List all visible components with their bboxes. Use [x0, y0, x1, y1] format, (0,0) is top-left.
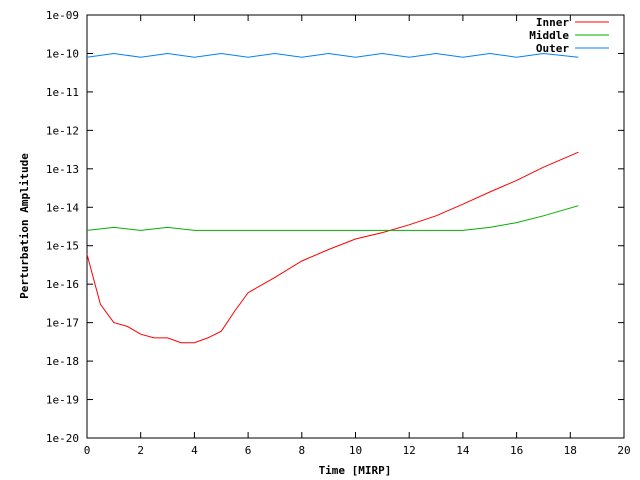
x-tick-label: 14 — [456, 444, 470, 457]
y-tick-label: 1e-18 — [46, 355, 79, 368]
legend-label-outer: Outer — [536, 42, 569, 55]
x-tick-label: 4 — [191, 444, 198, 457]
y-tick-label: 1e-15 — [46, 240, 79, 253]
y-axis-label: Perturbation Amplitude — [18, 153, 31, 299]
y-tick-label: 1e-12 — [46, 124, 79, 137]
series-layer — [86, 52, 579, 344]
plot-frame — [86, 14, 625, 439]
y-tick-label: 1e-20 — [46, 432, 79, 445]
x-tick-label: 10 — [349, 444, 362, 457]
x-tick-label: 12 — [403, 444, 416, 457]
x-tick-label: 16 — [510, 444, 523, 457]
y-tick-label: 1e-10 — [46, 47, 79, 60]
legend-label-inner: Inner — [536, 16, 569, 29]
y-tick-label: 1e-17 — [46, 317, 79, 330]
y-tick-label: 1e-11 — [46, 86, 79, 99]
series-line-inner — [86, 151, 579, 344]
series-line-outer — [86, 52, 579, 58]
x-tick-label: 0 — [84, 444, 91, 457]
legend-label-middle: Middle — [529, 29, 569, 42]
x-tick-label: 2 — [137, 444, 144, 457]
y-tick-label: 1e-19 — [46, 394, 79, 407]
series-line-middle — [86, 205, 579, 231]
ticks: 0 2 4 6 8 10 12 14 16 18 20 1e-20 1e-19 1e-18 1e-17 1e-… — [46, 9, 631, 457]
y-tick-label: 1e-13 — [46, 163, 79, 176]
x-tick-label: 20 — [617, 444, 630, 457]
y-tick-label: 1e-14 — [46, 201, 79, 214]
x-axis-label: Time [MIRP] — [319, 464, 392, 477]
y-tick-label: 1e-09 — [46, 9, 79, 22]
x-tick-label: 8 — [298, 444, 305, 457]
x-tick-label: 6 — [245, 444, 252, 457]
x-tick-label: 18 — [564, 444, 577, 457]
y-tick-label: 1e-16 — [46, 278, 79, 291]
